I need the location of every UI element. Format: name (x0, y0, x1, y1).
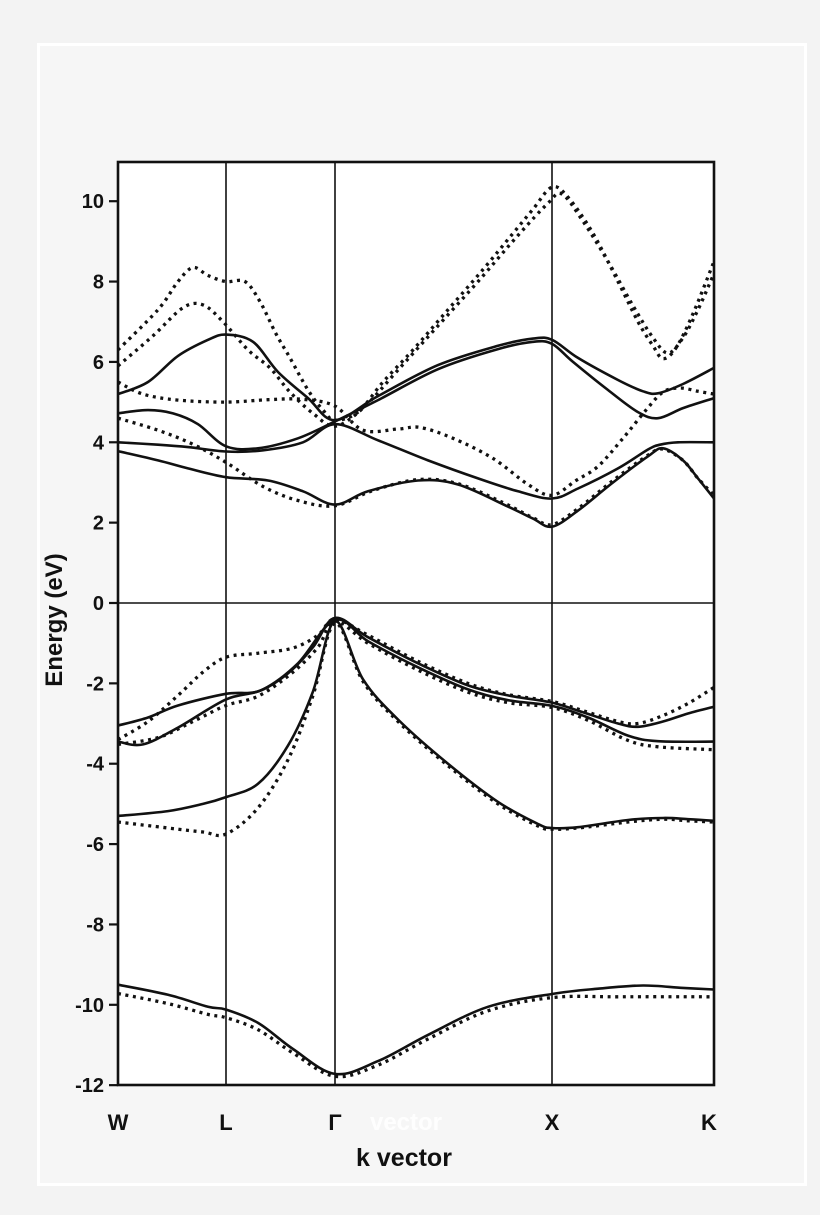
solid-band-curve-solid-deep-valence (117, 983, 715, 1076)
y-tick-label-0: 0 (93, 593, 104, 615)
dotted-band-curve-dotted-valence-2 (117, 619, 715, 752)
dotted-band-curve-dotted-valence-light (117, 621, 715, 838)
y-tick-label-8: 8 (93, 272, 104, 294)
x-axis-label: k vector (356, 1144, 452, 1172)
k-point-label-X: X (545, 1110, 560, 1135)
dotted-band-curve-dotted-valence-1 (117, 617, 715, 742)
dotted-band-curve-dotted-free-electron-main (116, 184, 716, 422)
watermark-vector-text: vector (370, 1109, 442, 1136)
solid-band-curve-solid-conduction-dome (117, 333, 715, 422)
k-point-label-W: W (108, 1110, 129, 1135)
k-point-label-Γ: Γ (328, 1110, 341, 1135)
plot-area (118, 162, 714, 1085)
solid-band-curve-solid-valence-heavy-1 (117, 616, 715, 729)
y-tick-label-6: 6 (93, 352, 104, 374)
y-axis-label: Energy (eV) (41, 553, 68, 686)
k-point-label-L: L (219, 1110, 232, 1135)
solid-band-curve-solid-conduction-3 (117, 422, 715, 500)
y-axis-ticks (109, 200, 118, 1087)
y-axis-tick-labels: 10 8 6 4 2 0 -2 -4 -6 -8 -10 -12 (75, 191, 105, 1097)
plot-frame (116, 160, 716, 1087)
y-tick-label-4: 4 (93, 432, 105, 454)
y-tick-label--8: -8 (86, 914, 104, 936)
k-point-label-K: K (701, 1110, 717, 1135)
solid-band-curve-solid-conduction-2 (117, 339, 715, 451)
y-tick-label-10: 10 (82, 191, 104, 213)
y-tick-label--10: -10 (75, 995, 104, 1017)
y-tick-label--6: -6 (86, 834, 104, 856)
dotted-band-curve-dotted-conduction-plateau (117, 380, 715, 497)
symmetry-lines (225, 162, 553, 1085)
y-tick-label--12: -12 (75, 1075, 104, 1097)
y-tick-label--2: -2 (86, 673, 104, 695)
dotted-band-curve-dotted-free-electron-twin (116, 191, 716, 428)
solid-band-curve-solid-conduction-4 (117, 446, 716, 529)
solid-band-curve-solid-valence-light (117, 619, 715, 830)
y-tick-label-2: 2 (93, 513, 104, 535)
dotted-band-curve-dotted-deep-valence (117, 991, 715, 1079)
solid-band-curve-solid-valence-heavy-2 (117, 618, 715, 747)
solid-band-curves (117, 333, 716, 1076)
y-tick-label--4: -4 (86, 754, 105, 776)
